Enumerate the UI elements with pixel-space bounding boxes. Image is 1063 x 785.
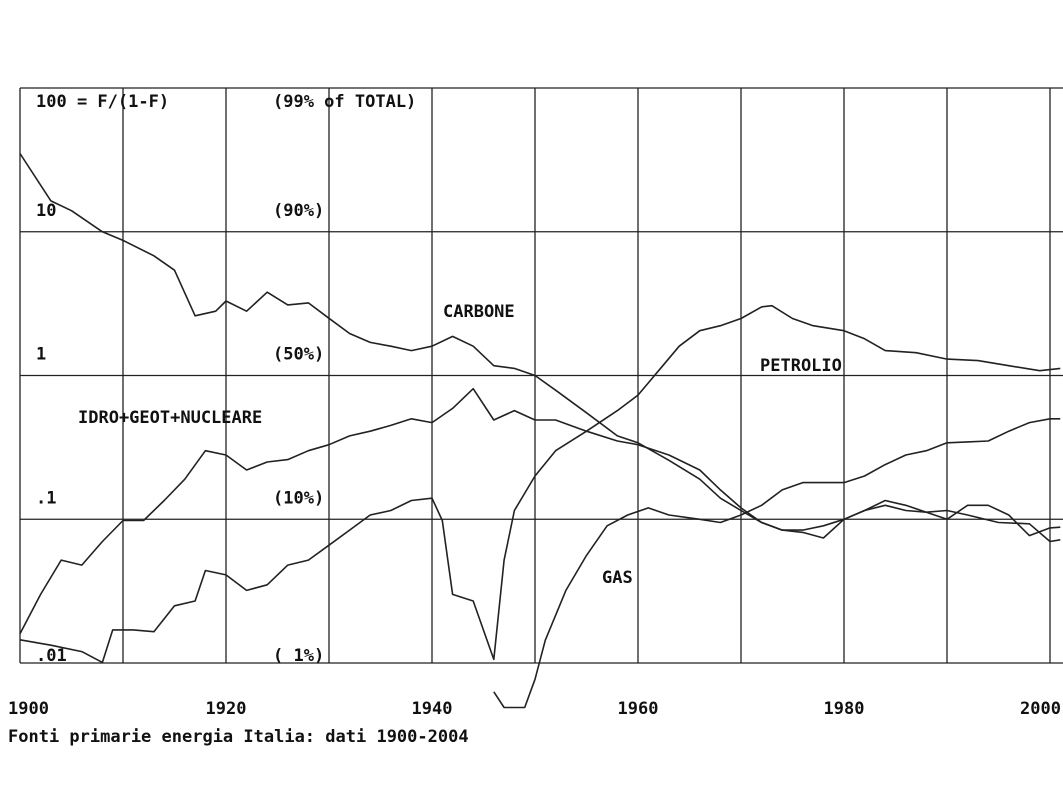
x-tick-label: 1960 bbox=[618, 699, 659, 719]
x-tick-label: 1900 bbox=[8, 699, 49, 719]
y2-tick-label: (50%) bbox=[273, 345, 324, 365]
y-tick-label: 100 = F/(1-F) bbox=[36, 92, 169, 112]
y-tick-label: .1 bbox=[36, 488, 56, 508]
annotation: PETROLIO bbox=[760, 356, 842, 376]
series-line bbox=[493, 418, 1061, 709]
y2-tick-label: (10%) bbox=[273, 488, 324, 508]
x-tick-label: 1980 bbox=[824, 699, 865, 719]
annotation: IDRO+GEOT+NUCLEARE bbox=[78, 408, 262, 428]
x-tick-label: 1940 bbox=[412, 699, 453, 719]
annotation: GAS bbox=[602, 568, 633, 588]
x-tick-label: 2000 bbox=[1020, 699, 1061, 719]
x-tick-label: 1920 bbox=[206, 699, 247, 719]
chart-title: Fonti primarie energia Italia: dati 1900… bbox=[8, 727, 469, 747]
series-line bbox=[19, 387, 1061, 635]
y2-tick-label: ( 1%) bbox=[273, 646, 324, 666]
annotation: CARBONE bbox=[443, 302, 515, 322]
y-tick-label: 10 bbox=[36, 201, 56, 221]
y-tick-label: .01 bbox=[36, 646, 67, 666]
series-line bbox=[19, 153, 1061, 537]
series-line bbox=[19, 304, 1061, 664]
y-tick-label: 1 bbox=[36, 345, 46, 365]
y2-tick-label: (99% of TOTAL) bbox=[273, 92, 416, 112]
y2-tick-label: (90%) bbox=[273, 201, 324, 221]
